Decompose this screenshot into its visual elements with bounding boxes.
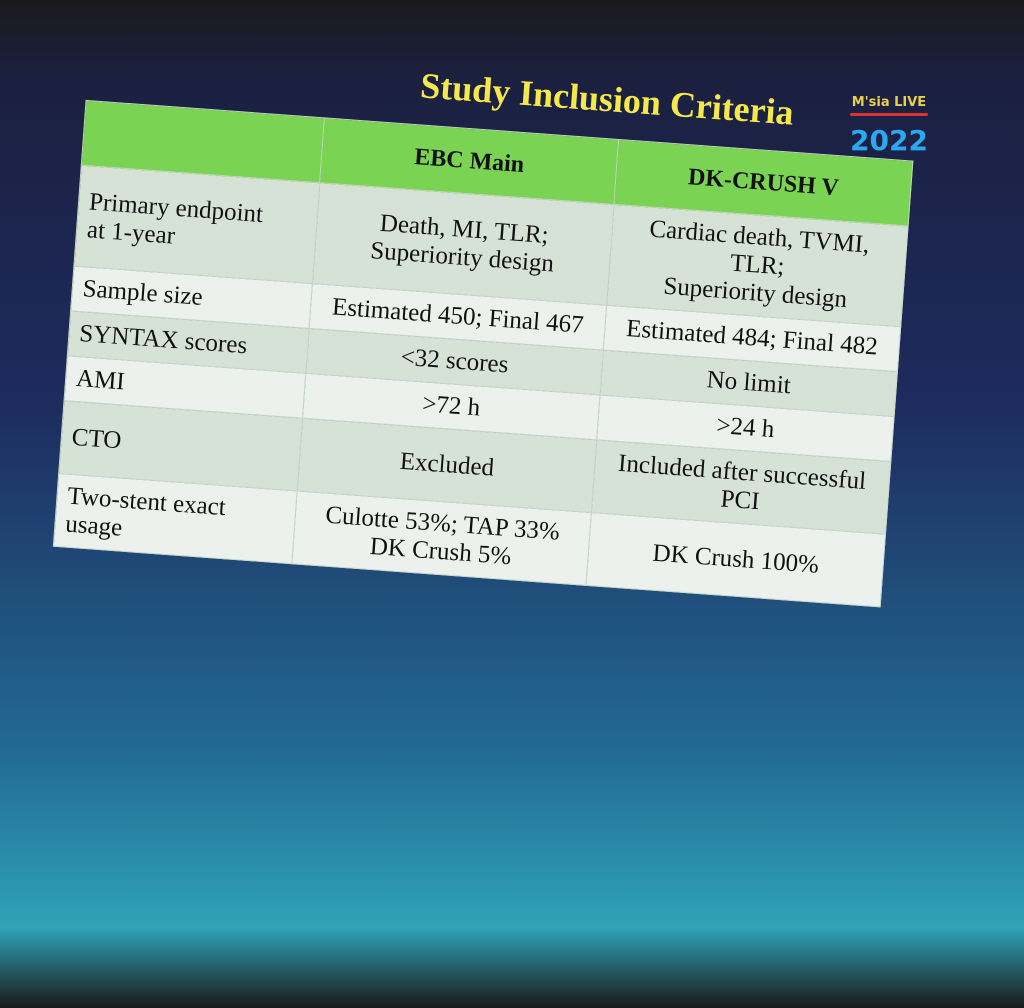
label-line: Two-stent exact usage — [64, 482, 227, 542]
label-line: SYNTAX scores — [78, 320, 249, 360]
label-line: CTO — [70, 423, 123, 455]
table-body: Primary endpoint at 1-year Death, MI, TLR;… — [53, 165, 909, 607]
logo-year: 2022 — [850, 124, 928, 157]
logo-bar — [850, 113, 928, 116]
cell-line: Excluded — [398, 447, 496, 482]
criteria-table: EBC Main DK-CRUSH V Primary endpoint at 1-… — [53, 100, 914, 608]
slide: Study Inclusion Criteria EBC Main DK-CRUS… — [53, 40, 948, 610]
logo: M'sia LIVE 2022 — [850, 95, 928, 157]
row-label: Primary endpoint at 1-year — [73, 165, 320, 284]
label-line: Sample size — [81, 275, 204, 311]
cell-line: DK Crush 100% — [651, 539, 820, 579]
label-line: AMI — [75, 364, 126, 396]
cell-line: Included after successful PCI — [617, 449, 868, 516]
logo-name: M'sia LIVE — [851, 95, 927, 110]
